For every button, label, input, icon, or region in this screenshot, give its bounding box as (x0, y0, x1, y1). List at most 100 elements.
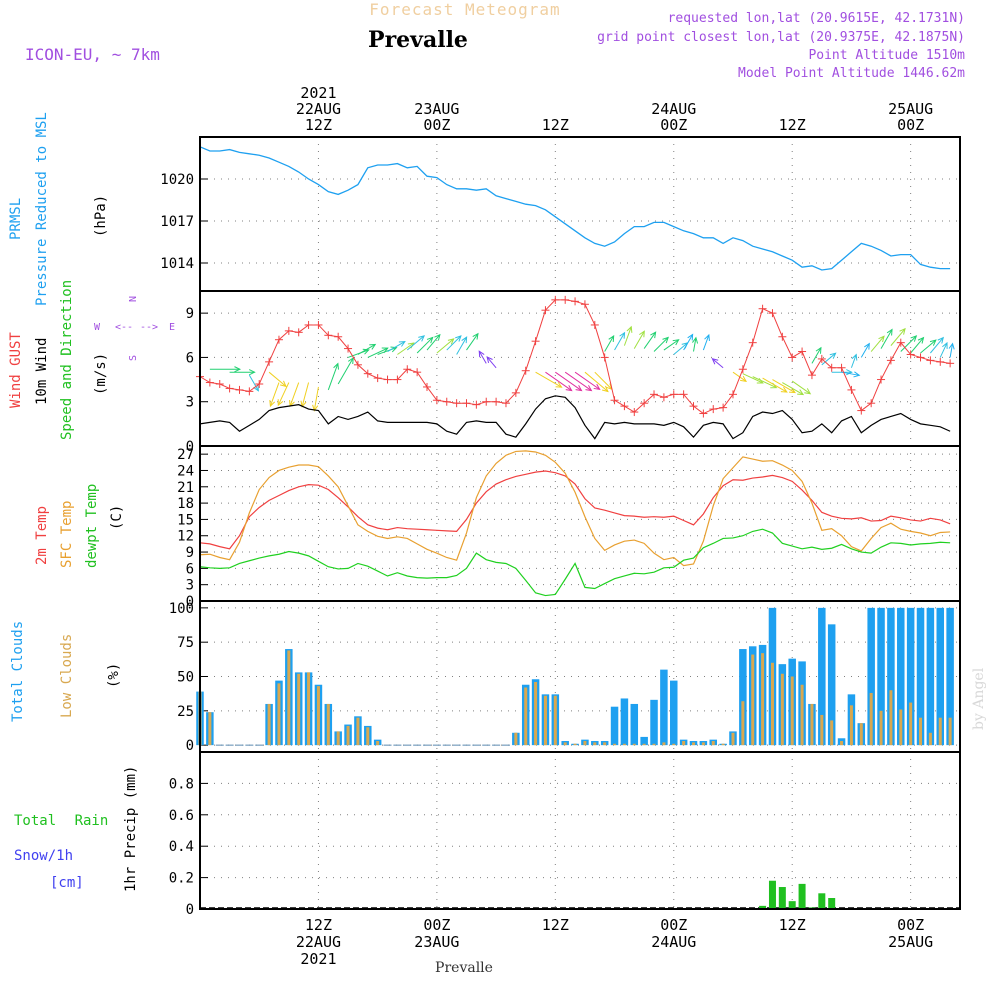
y-tick-label: 0.6 (169, 808, 194, 824)
dewpt-line (199, 528, 951, 597)
wind-arrow-head (333, 362, 339, 370)
bottom-axis-label: 12Z (305, 916, 332, 934)
wind-arrow (416, 336, 434, 354)
wind-y-ticks: 0 3 6 9 (186, 306, 194, 455)
wind-arrow (890, 327, 906, 346)
y-tick-label: 6 (186, 350, 194, 366)
y-tick-label: 0 (186, 902, 194, 918)
gust-point (817, 354, 826, 363)
gust-point (363, 369, 372, 378)
total-cloud-bar (640, 736, 648, 746)
wind-arrow (584, 371, 609, 393)
gust-point (867, 399, 876, 408)
clouds-y-ticks: 0 25 50 75 100 (169, 601, 194, 754)
wind-arrow (446, 335, 462, 351)
wind-arrow-head (910, 335, 918, 342)
wind-arrow (436, 338, 455, 354)
temperature-series (199, 450, 951, 597)
total-cloud-bar (887, 607, 895, 746)
bottom-axis-label: 2021 (300, 950, 336, 968)
wind-arrow-shaft (555, 371, 582, 391)
wind-arrow-shaft (269, 382, 280, 407)
wind-arrow-shaft (446, 335, 462, 351)
wind-arrow (772, 379, 796, 394)
wind-arrow-shaft (939, 342, 948, 358)
total-cloud-bar (650, 699, 658, 746)
low-cloud-bar (711, 741, 715, 746)
bottom-axis-label: 22AUG (296, 933, 341, 951)
y-tick-label: 0 (186, 738, 194, 754)
top-axis-label: 2021 (300, 84, 336, 102)
wind-arrow (478, 350, 487, 364)
low-cloud-bar (790, 676, 794, 746)
low-cloud-bar (721, 743, 725, 746)
wind-arrow-shaft (416, 337, 434, 354)
gust-point (798, 347, 807, 356)
compass-w: W (94, 322, 101, 333)
wind-arrow-head (619, 331, 626, 339)
sfc-legend: SFC Temp (59, 501, 75, 568)
wind-arrow (841, 371, 861, 378)
sfc-temp-line (199, 450, 951, 567)
wind-arrow-head (565, 385, 573, 392)
low-cloud-bar (376, 741, 380, 746)
wind-arrow-shaft (752, 376, 777, 389)
total-cloud-bar (620, 698, 629, 746)
gust-point (669, 390, 678, 399)
top-axis-label: 12Z (305, 116, 332, 134)
wind-series (196, 295, 955, 440)
model-label: ICON-EU, ~ 7km (25, 45, 160, 64)
low-cloud-bar (810, 703, 814, 746)
wind-arrow-shaft (614, 332, 625, 351)
gust-point (541, 306, 550, 315)
wind-arrow-shaft (841, 371, 860, 376)
wind-arrow-shaft (920, 339, 937, 354)
compass-n: N (128, 296, 139, 302)
gust-point (610, 396, 619, 405)
bottom-axis-label: 00Z (423, 916, 450, 934)
gridpoint-coords: grid point closest lon,lat (20.9375E, 42… (597, 30, 965, 45)
wind-arrow-head (575, 385, 583, 392)
gust-point (353, 360, 362, 369)
compass-left-arrow: <-- (115, 322, 133, 333)
wind-arrow-head (277, 399, 284, 407)
low-cloud-bar (662, 742, 666, 746)
gust-point (472, 400, 481, 409)
gust-point (452, 399, 461, 408)
precip-ylabel: 1hr Precip (mm) (123, 766, 139, 892)
low-cloud-bar (859, 723, 863, 746)
total-clouds-legend: Total Clouds (10, 621, 26, 722)
wind-arrow-head (478, 350, 485, 358)
low-cloud-bar (928, 732, 932, 746)
y-tick-label: 21 (177, 480, 194, 496)
pressure-legend-1: PRMSL (8, 198, 24, 240)
gust-point (926, 356, 935, 365)
clouds-panel: 0 25 50 75 100 Total Clouds Low Clouds (%) (10, 601, 960, 754)
wind-arrow-head (899, 327, 906, 335)
low-cloud-bar (307, 672, 311, 746)
wind-arrow-shaft (327, 363, 339, 391)
wind-arrow (209, 366, 242, 373)
bottom-axis-label: 12Z (542, 916, 569, 934)
wind-arrow (948, 342, 955, 358)
y-tick-label: 25 (177, 704, 194, 720)
total-cloud-bar (660, 669, 668, 746)
rain-bar (778, 887, 786, 909)
total-cloud-bar (630, 703, 639, 746)
wind-arrow (643, 331, 657, 349)
rain-bar (798, 883, 806, 909)
wind-arrow-shaft (289, 382, 300, 407)
wind-arrow-shaft (702, 334, 710, 351)
wind-arrow (456, 336, 468, 355)
wind-arrow (426, 333, 441, 351)
total-cloud-bar (946, 607, 954, 746)
total-cloud-bar (739, 649, 747, 746)
low-cloud-bar (336, 731, 340, 746)
wind-arrow (692, 336, 699, 352)
wind-arrow-shaft (584, 371, 609, 392)
compass-rose: N W E S <-- --> (94, 296, 175, 361)
wind-arrow-shaft (436, 338, 455, 354)
wind-arrow (930, 336, 944, 354)
gust-point (896, 338, 905, 347)
model-altitude: Model Point Altitude 1446.62m (738, 66, 965, 81)
